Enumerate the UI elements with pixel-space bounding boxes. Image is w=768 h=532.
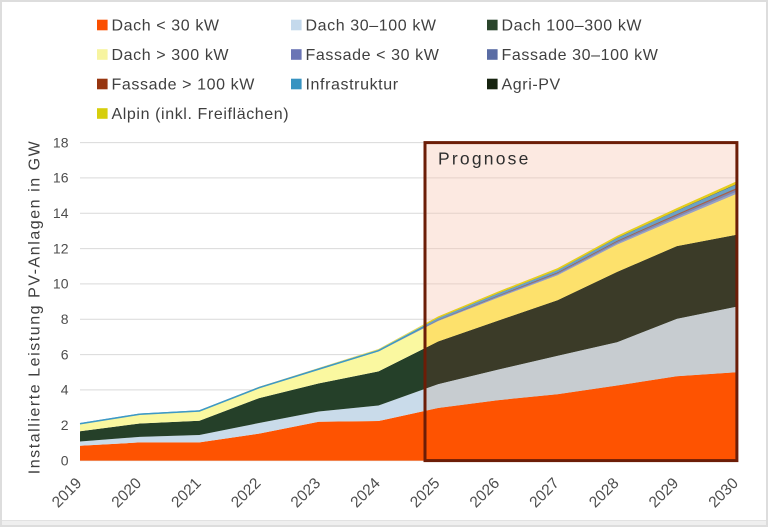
svg-text:2: 2: [61, 417, 69, 433]
svg-text:Fassade < 30 kW: Fassade < 30 kW: [306, 47, 440, 64]
svg-text:10: 10: [53, 276, 69, 292]
svg-text:14: 14: [53, 205, 69, 221]
svg-text:Fassade 30–100 kW: Fassade 30–100 kW: [502, 47, 659, 64]
svg-text:Dach 100–300 kW: Dach 100–300 kW: [502, 18, 643, 35]
svg-text:Prognose: Prognose: [438, 149, 531, 169]
svg-text:8: 8: [61, 311, 69, 327]
svg-text:Alpin (inkl. Freiflächen): Alpin (inkl. Freiflächen): [112, 106, 290, 123]
svg-text:Fassade > 100 kW: Fassade > 100 kW: [112, 77, 256, 94]
svg-text:Dach < 30 kW: Dach < 30 kW: [112, 18, 220, 35]
svg-text:Dach 30–100 kW: Dach 30–100 kW: [306, 18, 437, 35]
svg-text:18: 18: [53, 134, 69, 150]
svg-text:4: 4: [61, 382, 69, 398]
svg-text:Dach > 300 kW: Dach > 300 kW: [112, 47, 230, 64]
svg-text:Installierte Leistung PV-Anlag: Installierte Leistung PV-Anlagen in GW: [27, 140, 44, 475]
svg-text:Infrastruktur: Infrastruktur: [306, 77, 399, 94]
svg-text:16: 16: [53, 170, 69, 186]
svg-text:0: 0: [61, 452, 69, 468]
svg-text:12: 12: [53, 240, 69, 256]
svg-text:Agri-PV: Agri-PV: [502, 77, 561, 94]
svg-text:6: 6: [61, 346, 69, 362]
